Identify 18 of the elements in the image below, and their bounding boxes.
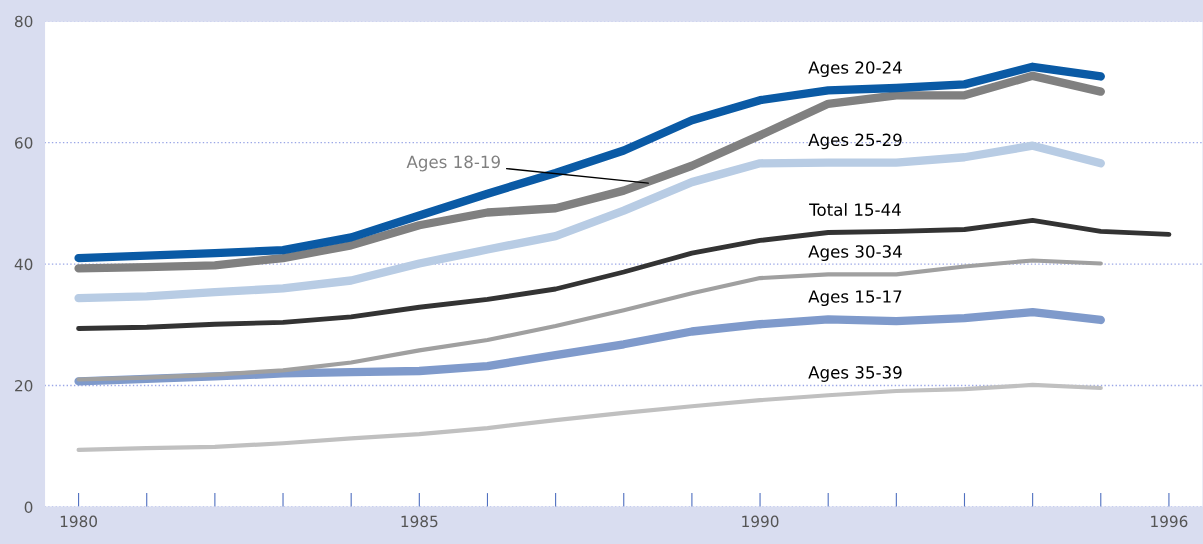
series-label: Ages 15-17	[808, 290, 902, 307]
series-label: Total 15-44	[809, 203, 901, 216]
x-tick-label: 1990	[742, 515, 779, 528]
series-label: Ages 30-34	[808, 245, 902, 262]
line-series	[76, 217, 1172, 331]
x-tick-label: 1996	[1151, 515, 1188, 528]
x-tick-label: 1985	[401, 515, 438, 528]
y-tick-label: 60	[15, 137, 33, 149]
y-tick-label: 80	[14, 15, 33, 28]
y-tick-label: 20	[15, 380, 33, 392]
series-label: Ages 20-24	[808, 61, 902, 78]
x-tick-label: 1980	[60, 515, 98, 528]
series-label: Ages 35-39	[808, 366, 902, 382]
y-tick-label: 40	[14, 258, 33, 271]
line-series	[76, 382, 1103, 453]
series-label: Ages 25-29	[808, 133, 902, 150]
text: Ages 18-19	[406, 155, 500, 172]
y-tick-label: 0	[24, 501, 33, 514]
